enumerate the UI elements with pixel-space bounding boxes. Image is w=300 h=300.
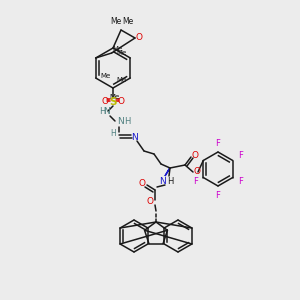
Text: N: N — [160, 176, 167, 185]
Text: Me: Me — [112, 46, 123, 52]
Text: O: O — [191, 151, 199, 160]
Text: F: F — [238, 178, 243, 187]
Text: N: N — [132, 133, 138, 142]
Text: O: O — [136, 32, 142, 41]
Text: N: N — [103, 107, 110, 116]
Text: H: H — [99, 107, 105, 116]
Text: S: S — [109, 97, 117, 107]
Text: Me: Me — [116, 50, 126, 56]
Text: O: O — [118, 97, 124, 106]
Text: F: F — [216, 139, 220, 148]
Text: Me: Me — [110, 16, 122, 26]
Text: N: N — [118, 118, 124, 127]
Text: Me: Me — [122, 16, 134, 26]
Text: O: O — [194, 167, 200, 176]
Text: Me: Me — [100, 73, 111, 79]
Text: H: H — [110, 130, 116, 139]
Text: F: F — [216, 190, 220, 200]
Text: O: O — [146, 197, 154, 206]
Text: H: H — [124, 118, 130, 127]
Text: F: F — [238, 152, 243, 160]
Text: O: O — [101, 97, 109, 106]
Text: O: O — [139, 178, 145, 188]
Text: Me: Me — [110, 94, 120, 100]
Text: H: H — [167, 176, 173, 185]
Text: Me: Me — [116, 77, 126, 83]
Text: F: F — [193, 178, 198, 187]
Polygon shape — [165, 168, 170, 176]
